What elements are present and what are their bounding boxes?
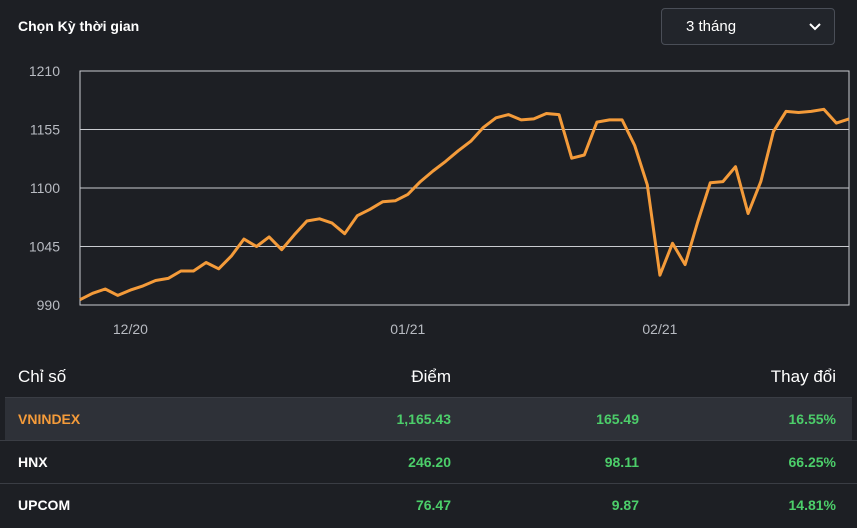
data-point (747, 213, 749, 215)
data-point (684, 264, 686, 266)
y-tick-label: 1210 (29, 63, 60, 79)
data-point (810, 110, 812, 112)
x-tick-label: 12/20 (113, 321, 148, 337)
data-point (583, 154, 585, 156)
data-point (104, 288, 106, 290)
data-point (533, 118, 535, 120)
data-point (508, 114, 510, 116)
data-point (735, 166, 737, 168)
y-tick-label: 1100 (30, 180, 60, 196)
data-point (835, 122, 837, 124)
data-point (445, 160, 447, 162)
data-point (117, 294, 119, 296)
y-tick-label: 990 (37, 297, 61, 313)
data-point (432, 170, 434, 172)
data-point (848, 118, 850, 120)
data-point (230, 255, 232, 257)
data-point (798, 111, 800, 113)
row-change: 165.49 (596, 411, 639, 427)
period-select[interactable]: 3 tháng (661, 8, 835, 45)
row-points: 1,165.43 (396, 411, 452, 427)
data-point (394, 200, 396, 202)
row-pct: 16.55% (788, 411, 836, 427)
data-point (457, 150, 459, 152)
data-point (785, 110, 787, 112)
data-point (293, 234, 295, 236)
data-point (92, 292, 94, 294)
data-point (419, 181, 421, 183)
data-point (142, 285, 144, 287)
data-point (672, 242, 674, 244)
data-point (344, 233, 346, 235)
data-point (709, 182, 711, 184)
x-tick-label: 01/21 (390, 321, 425, 337)
data-point (571, 157, 573, 159)
data-point (596, 121, 598, 123)
row-name: UPCOM (18, 497, 71, 513)
data-point (306, 220, 308, 222)
y-tick-label: 1155 (30, 122, 60, 138)
table-row-upcom[interactable]: UPCOM 76.47 9.87 14.81% (0, 483, 857, 526)
data-point (331, 222, 333, 224)
y-tick-label: 1045 (29, 239, 60, 255)
data-point (369, 208, 371, 210)
header-name: Chỉ số (18, 367, 67, 386)
data-point (180, 270, 182, 272)
table-row-hnx[interactable]: HNX 246.20 98.11 66.25% (0, 440, 857, 483)
data-point (382, 201, 384, 203)
x-tick-label: 02/21 (642, 321, 677, 337)
data-point (823, 108, 825, 110)
row-points: 76.47 (415, 497, 451, 513)
data-point (79, 299, 81, 301)
data-point (558, 114, 560, 116)
data-point (772, 131, 774, 133)
data-point (155, 280, 157, 282)
row-name: HNX (18, 454, 48, 470)
chevron-down-icon (808, 20, 822, 34)
data-point (268, 236, 270, 238)
row-pct: 14.81% (788, 497, 836, 513)
data-point (470, 140, 472, 142)
data-point (281, 249, 283, 251)
data-point (243, 238, 245, 240)
data-point (495, 117, 497, 119)
data-point (192, 270, 194, 272)
index-line-chart: 990 1045 1100 1155 1210 12/20 01/21 02/21 (29, 63, 850, 337)
series-line (79, 107, 850, 302)
data-point (167, 277, 169, 279)
data-point (205, 261, 207, 263)
data-point (760, 181, 762, 183)
header-change: Thay đổi (770, 367, 836, 386)
row-points: 246.20 (408, 454, 451, 470)
data-point (659, 274, 661, 276)
data-point (545, 113, 547, 115)
data-point (129, 289, 131, 291)
period-label: Chọn Kỳ thời gian (18, 18, 140, 34)
data-point (520, 119, 522, 121)
period-select-value: 3 tháng (686, 18, 737, 35)
data-point (218, 268, 220, 270)
data-point (407, 193, 409, 195)
data-point (255, 246, 257, 248)
data-point (482, 126, 484, 128)
data-point (697, 221, 699, 223)
table-header: Chỉ số Điểm Thay đổi (0, 357, 857, 397)
data-point (634, 144, 636, 146)
data-point (319, 218, 321, 220)
data-point (722, 181, 724, 183)
index-table: Chỉ số Điểm Thay đổi VNINDEX 1,165.43 16… (0, 357, 857, 526)
row-pct: 66.25% (788, 454, 836, 470)
data-point (356, 215, 358, 217)
header-points: Điểm (411, 367, 451, 386)
table-row-vnindex[interactable]: VNINDEX 1,165.43 165.49 16.55% (5, 397, 852, 440)
row-change: 9.87 (611, 497, 639, 513)
row-change: 98.11 (604, 454, 639, 470)
data-point (646, 184, 648, 186)
data-point (608, 119, 610, 121)
data-point (621, 119, 623, 121)
row-name: VNINDEX (18, 411, 81, 427)
